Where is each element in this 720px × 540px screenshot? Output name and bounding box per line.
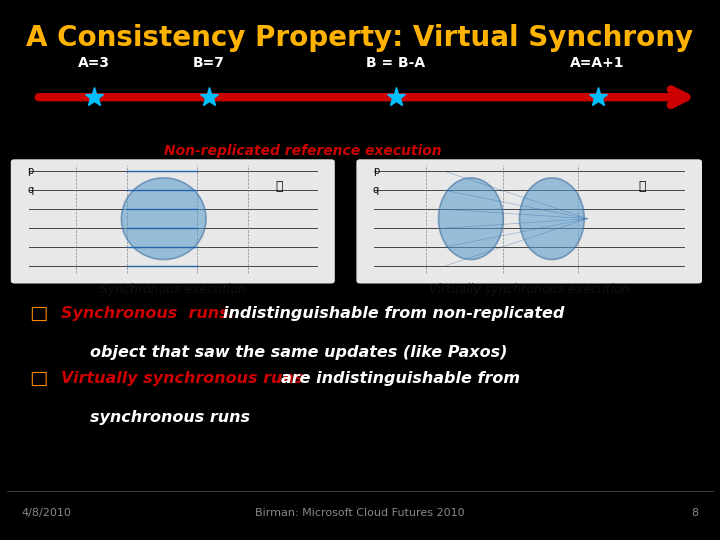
Text: 🔥: 🔥 (275, 180, 282, 193)
Text: Birman: Microsoft Cloud Futures 2010: Birman: Microsoft Cloud Futures 2010 (255, 508, 465, 518)
Text: indistinguishable from non-replicated: indistinguishable from non-replicated (223, 306, 564, 321)
Text: A=A+1: A=A+1 (570, 56, 625, 70)
Text: synchronous runs: synchronous runs (90, 410, 250, 425)
Ellipse shape (520, 178, 585, 260)
Text: Non-replicated reference execution: Non-replicated reference execution (163, 144, 441, 158)
Text: p: p (27, 166, 34, 176)
Text: A Consistency Property: Virtual Synchrony: A Consistency Property: Virtual Synchron… (27, 24, 693, 52)
Text: A=3: A=3 (78, 56, 109, 70)
Text: object that saw the same updates (like Paxos): object that saw the same updates (like P… (90, 345, 508, 360)
Text: q: q (27, 185, 34, 195)
Text: q: q (373, 185, 379, 195)
FancyBboxPatch shape (356, 159, 702, 284)
Ellipse shape (438, 178, 503, 260)
Text: Virtually synchronous runs: Virtually synchronous runs (61, 370, 309, 386)
Text: are indistinguishable from: are indistinguishable from (281, 370, 520, 386)
Text: □: □ (29, 368, 48, 388)
FancyBboxPatch shape (11, 159, 335, 284)
Text: 8: 8 (691, 508, 698, 518)
Text: p: p (373, 166, 379, 176)
Text: B = B-A: B = B-A (366, 56, 426, 70)
Text: Synchronous  runs:: Synchronous runs: (61, 306, 240, 321)
Text: 4/8/2010: 4/8/2010 (22, 508, 71, 518)
Text: 🔥: 🔥 (639, 180, 647, 193)
Text: □: □ (29, 303, 48, 323)
Ellipse shape (122, 178, 206, 260)
Text: Virtually synchronous execution: Virtually synchronous execution (429, 284, 629, 296)
Text: Synchronous execution: Synchronous execution (100, 284, 246, 296)
Text: B=7: B=7 (193, 56, 225, 70)
